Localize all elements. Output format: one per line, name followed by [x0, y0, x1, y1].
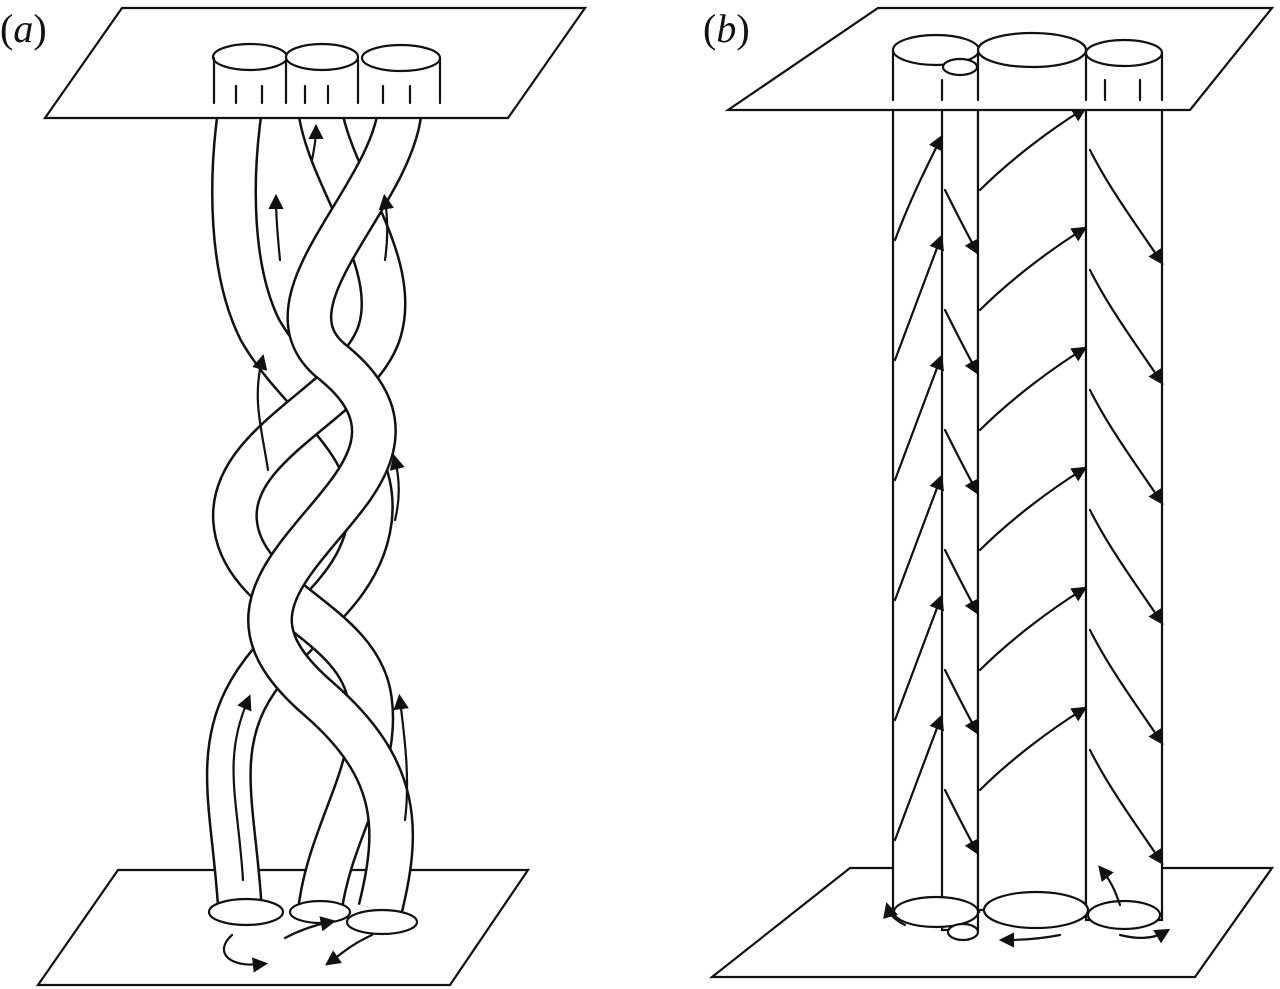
panel-a: (a) — [0, 6, 588, 987]
bottom-plane-a — [35, 868, 531, 987]
top-tubes-a — [211, 42, 442, 105]
tube-end-b4 — [1086, 899, 1162, 931]
tube-end-a3 — [345, 908, 419, 936]
panel-b-label: (b) — [703, 6, 750, 51]
panel-b: (b) — [703, 6, 1275, 979]
twisted-field-lines — [893, 106, 1164, 866]
tube-end-a2 — [288, 899, 352, 925]
tube-end-b1 — [892, 895, 980, 929]
top-tubes-b — [891, 31, 1164, 102]
panel-a-label: (a) — [0, 6, 47, 51]
tube-end-b3 — [982, 890, 1090, 930]
tube-end-a1 — [207, 897, 285, 927]
braided-tubes — [205, 105, 423, 916]
tube-end-b2 — [946, 922, 980, 942]
